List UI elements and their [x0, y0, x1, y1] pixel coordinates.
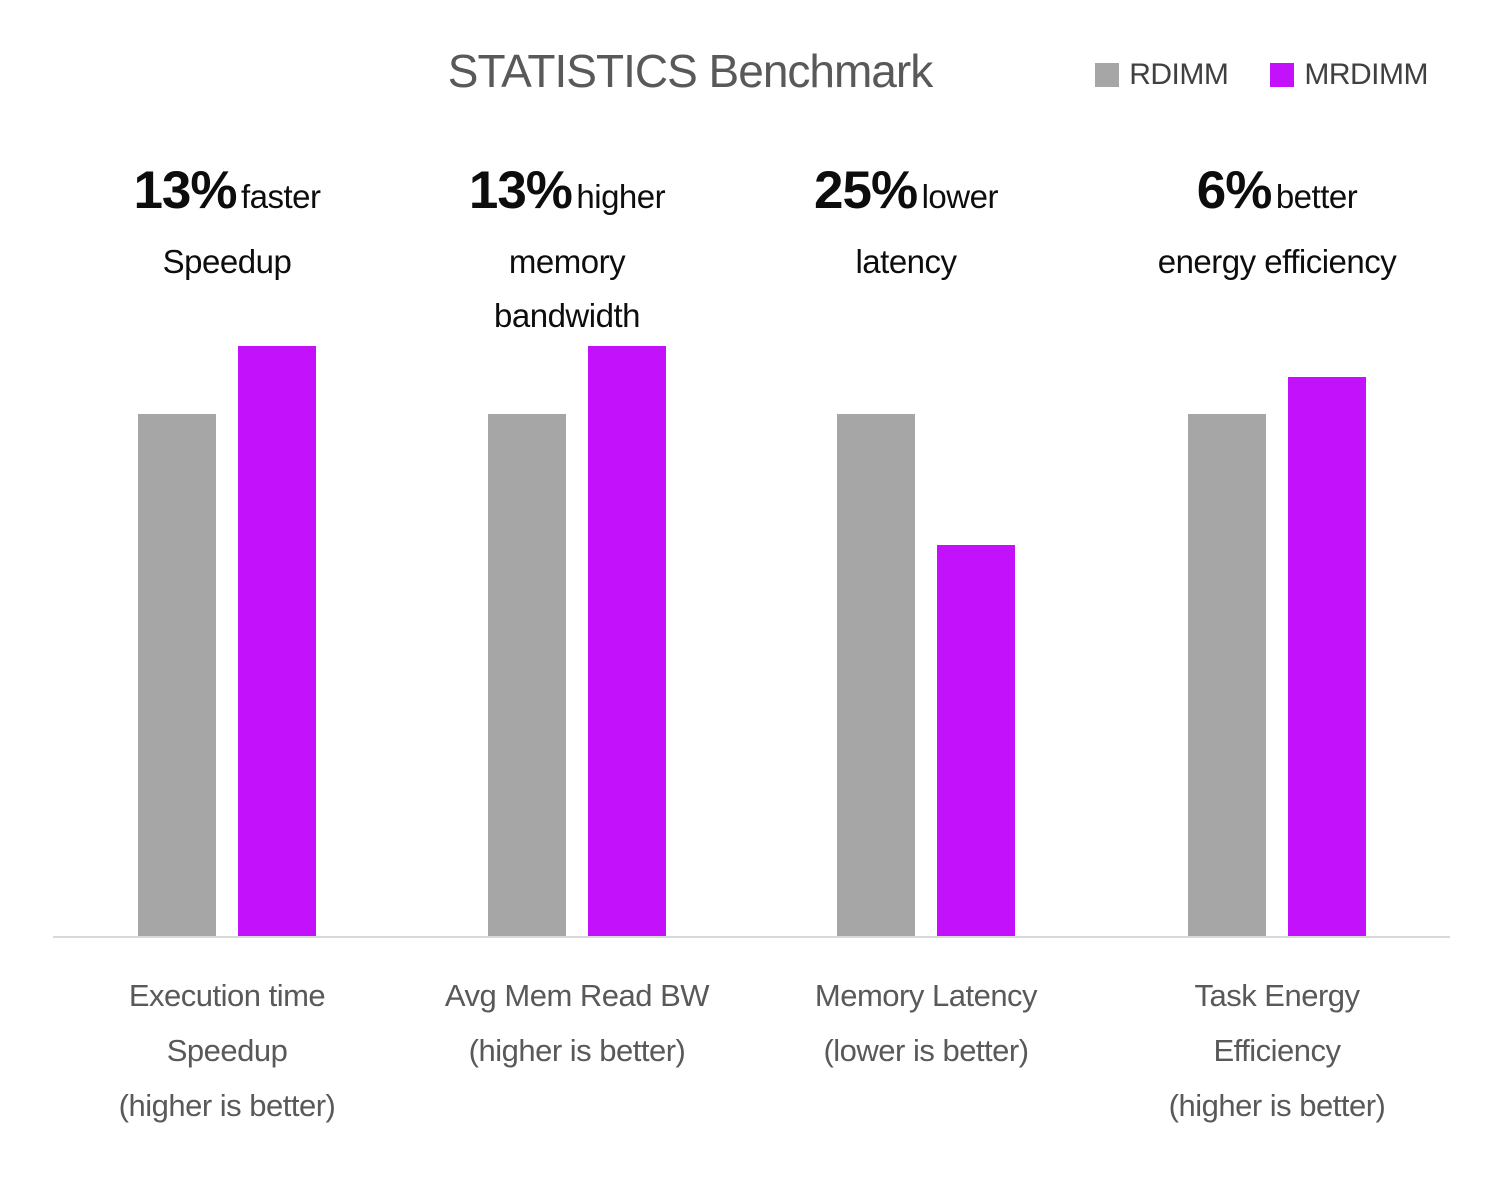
- category-label-mem-read-bw: Avg Mem Read BW (higher is better): [444, 978, 710, 1068]
- annotation-energy: 6% better energy efficiency: [1087, 160, 1467, 289]
- bar-rdimm-group-1: [138, 414, 216, 937]
- bar-mrdimm-group-1: [238, 346, 316, 937]
- rdimm-swatch-icon: [1095, 63, 1120, 87]
- mrdimm-swatch-icon: [1270, 63, 1295, 87]
- chart-title: STATISTICS Benchmark: [447, 45, 933, 97]
- legend: RDIMM MRDIMM: [1095, 58, 1428, 92]
- annotation-speedup: 13% faster Speedup: [37, 160, 417, 289]
- legend-item-rdimm: RDIMM: [1095, 58, 1229, 92]
- annotation-latency: 25% lower latency: [716, 160, 1096, 289]
- bar-mrdimm-group-2: [588, 346, 666, 937]
- legend-label-rdimm: RDIMM: [1129, 58, 1229, 91]
- annotation-bandwidth: 13% higher memory bandwidth: [377, 160, 757, 343]
- annotation-headline: 13% higher: [468, 161, 666, 220]
- category-label-task-energy: Task Energy Efficiency (higher is better…: [1168, 978, 1386, 1123]
- bar-mrdimm-group-4: [1288, 377, 1366, 937]
- legend-item-mrdimm: MRDIMM: [1270, 58, 1428, 92]
- x-axis-line: [53, 936, 1450, 938]
- bar-mrdimm-group-3: [937, 545, 1015, 937]
- bar-rdimm-group-3: [837, 414, 915, 937]
- legend-label-mrdimm: MRDIMM: [1304, 58, 1428, 91]
- category-label-execution-time: Execution time Speedup (higher is better…: [118, 978, 336, 1123]
- annotation-headline: 25% lower: [814, 161, 998, 220]
- category-label-memory-latency: Memory Latency (lower is better): [814, 978, 1038, 1068]
- annotation-headline: 6% better: [1196, 161, 1358, 220]
- bar-rdimm-group-4: [1188, 414, 1266, 937]
- annotation-headline: 13% faster: [133, 161, 321, 220]
- bar-rdimm-group-2: [488, 414, 566, 937]
